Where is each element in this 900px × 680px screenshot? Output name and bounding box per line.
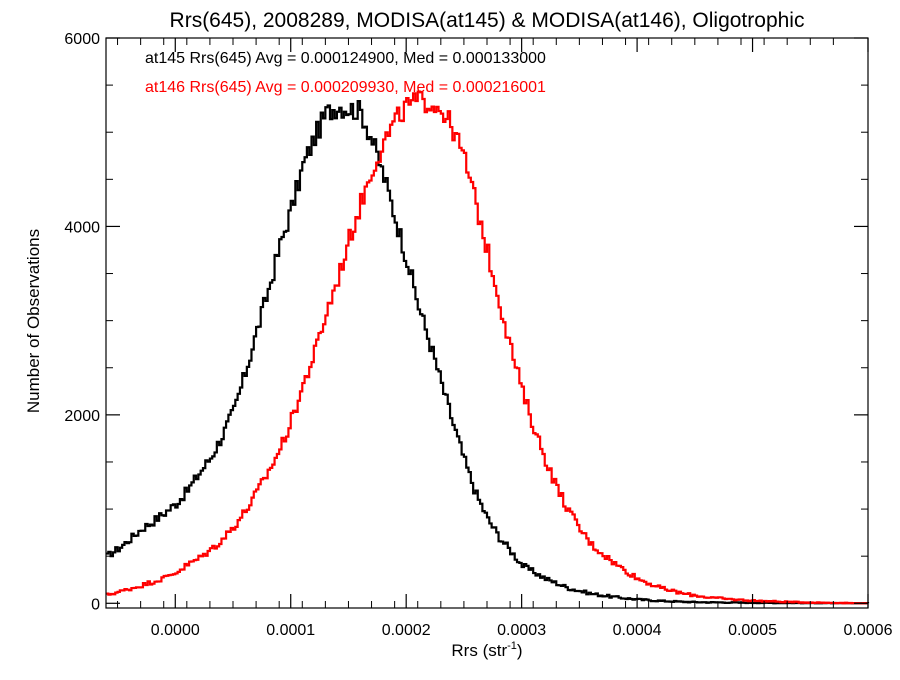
plot-frame [105, 37, 869, 609]
y-tick-label: 4000 [64, 219, 100, 236]
series-line-at146 [106, 90, 868, 605]
x-tick-label: 0.0000 [151, 622, 200, 639]
x-tick-label: 0.0004 [613, 622, 662, 639]
annotation-at145: at145 Rrs(645) Avg = 0.000124900, Med = … [145, 50, 546, 67]
annotation-at146: at146 Rrs(645) Avg = 0.000209930, Med = … [145, 79, 546, 96]
x-tick-label: 0.0002 [382, 622, 431, 639]
x-axis-label-close: ) [517, 641, 523, 660]
x-tick-label: 0.0001 [266, 622, 315, 639]
axes-layer: 0.0000 0.0001 0.0002 0.0003 0.0004 0.0005 0.00… [64, 31, 892, 639]
y-axis-label: Number of Observations [24, 229, 43, 413]
chart-title: Rrs(645), 2008289, MODISA(at145) & MODIS… [170, 9, 805, 32]
x-axis-label-superscript: -1 [507, 640, 517, 652]
x-axis-label: Rrs (str-1) [451, 640, 522, 660]
x-tick-label: 0.0006 [844, 622, 893, 639]
x-tick-label: 0.0003 [497, 622, 546, 639]
y-tick-label: 6000 [64, 31, 100, 48]
x-axis-label-main: Rrs (str [451, 641, 507, 660]
series-layer [106, 90, 870, 605]
y-tick-label: 0 [91, 596, 100, 613]
x-tick-label: 0.0005 [728, 622, 777, 639]
y-tick-label: 2000 [64, 408, 100, 425]
series-line-at145 [106, 99, 870, 605]
